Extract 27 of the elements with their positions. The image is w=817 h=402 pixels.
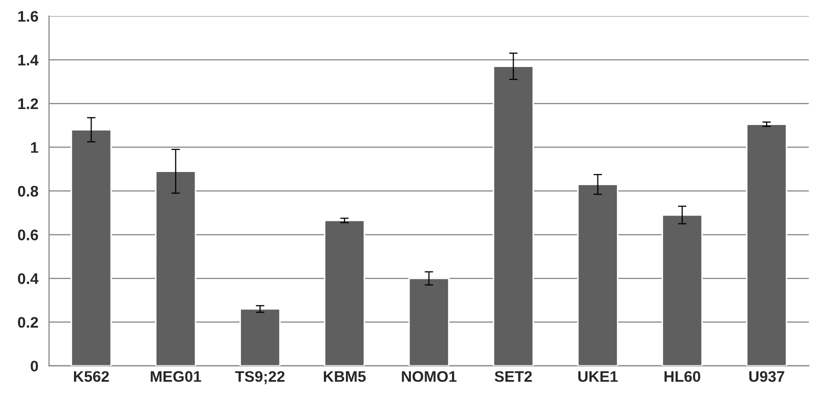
y-tick-label: 0.8 <box>18 186 38 197</box>
y-tick-label: 1.4 <box>18 54 39 66</box>
x-tick-label: MEG01 <box>150 371 202 382</box>
y-tick-label: 0.6 <box>18 230 38 240</box>
x-tick-label: KBM5 <box>324 371 366 382</box>
bar <box>577 184 618 366</box>
bar <box>408 278 450 366</box>
x-tick-label: K562 <box>74 371 109 382</box>
y-tick-label: 1.6 <box>18 10 38 22</box>
bar <box>240 308 281 366</box>
x-tick-label: TS9;22 <box>235 371 285 384</box>
bar <box>324 220 366 366</box>
bar <box>746 124 788 366</box>
bar <box>662 214 703 366</box>
y-tick-label: 0.4 <box>18 273 39 284</box>
y-tick-label: 0 <box>30 360 38 372</box>
bar <box>492 66 534 366</box>
bar <box>155 170 196 366</box>
x-tick-label: HL60 <box>664 371 700 382</box>
x-tick-label: NOMO1 <box>402 371 457 382</box>
x-tick-label: U937 <box>749 371 784 382</box>
y-tick-label: 1.2 <box>18 98 38 110</box>
x-tick-label: UKE1 <box>578 371 618 382</box>
y-tick-label: 0.2 <box>18 316 38 328</box>
bar <box>70 129 112 366</box>
x-tick-label: SET2 <box>494 371 532 382</box>
y-tick-label: 1 <box>31 142 38 153</box>
